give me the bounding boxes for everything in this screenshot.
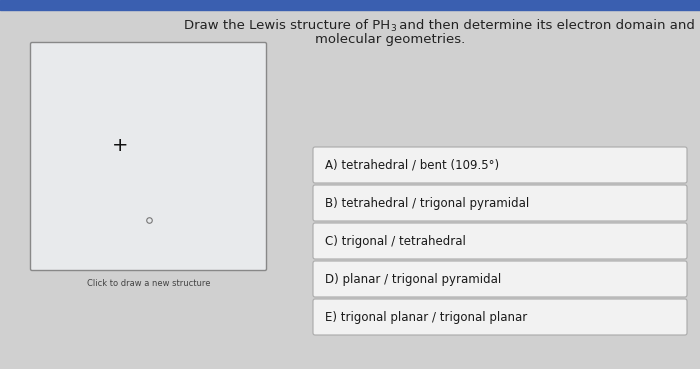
Text: +: +: [112, 136, 129, 155]
Text: B) tetrahedral / trigonal pyramidal: B) tetrahedral / trigonal pyramidal: [325, 197, 529, 210]
Bar: [0, 0, 700, 10]
FancyBboxPatch shape: [313, 147, 687, 183]
Text: C) trigonal / tetrahedral: C) trigonal / tetrahedral: [325, 235, 466, 248]
Text: and then determine its electron domain and: and then determine its electron domain a…: [395, 19, 695, 32]
Text: E) trigonal planar / trigonal planar: E) trigonal planar / trigonal planar: [325, 310, 527, 324]
Text: D) planar / trigonal pyramidal: D) planar / trigonal pyramidal: [325, 272, 501, 286]
FancyBboxPatch shape: [31, 42, 267, 270]
FancyBboxPatch shape: [313, 261, 687, 297]
Text: molecular geometries.: molecular geometries.: [315, 33, 465, 46]
Text: A) tetrahedral / bent (109.5°): A) tetrahedral / bent (109.5°): [325, 159, 499, 172]
Text: Draw the Lewis structure of PH: Draw the Lewis structure of PH: [184, 19, 390, 32]
Text: Click to draw a new structure: Click to draw a new structure: [87, 279, 210, 288]
FancyBboxPatch shape: [313, 185, 687, 221]
FancyBboxPatch shape: [313, 299, 687, 335]
FancyBboxPatch shape: [313, 223, 687, 259]
Text: 3: 3: [390, 24, 395, 33]
